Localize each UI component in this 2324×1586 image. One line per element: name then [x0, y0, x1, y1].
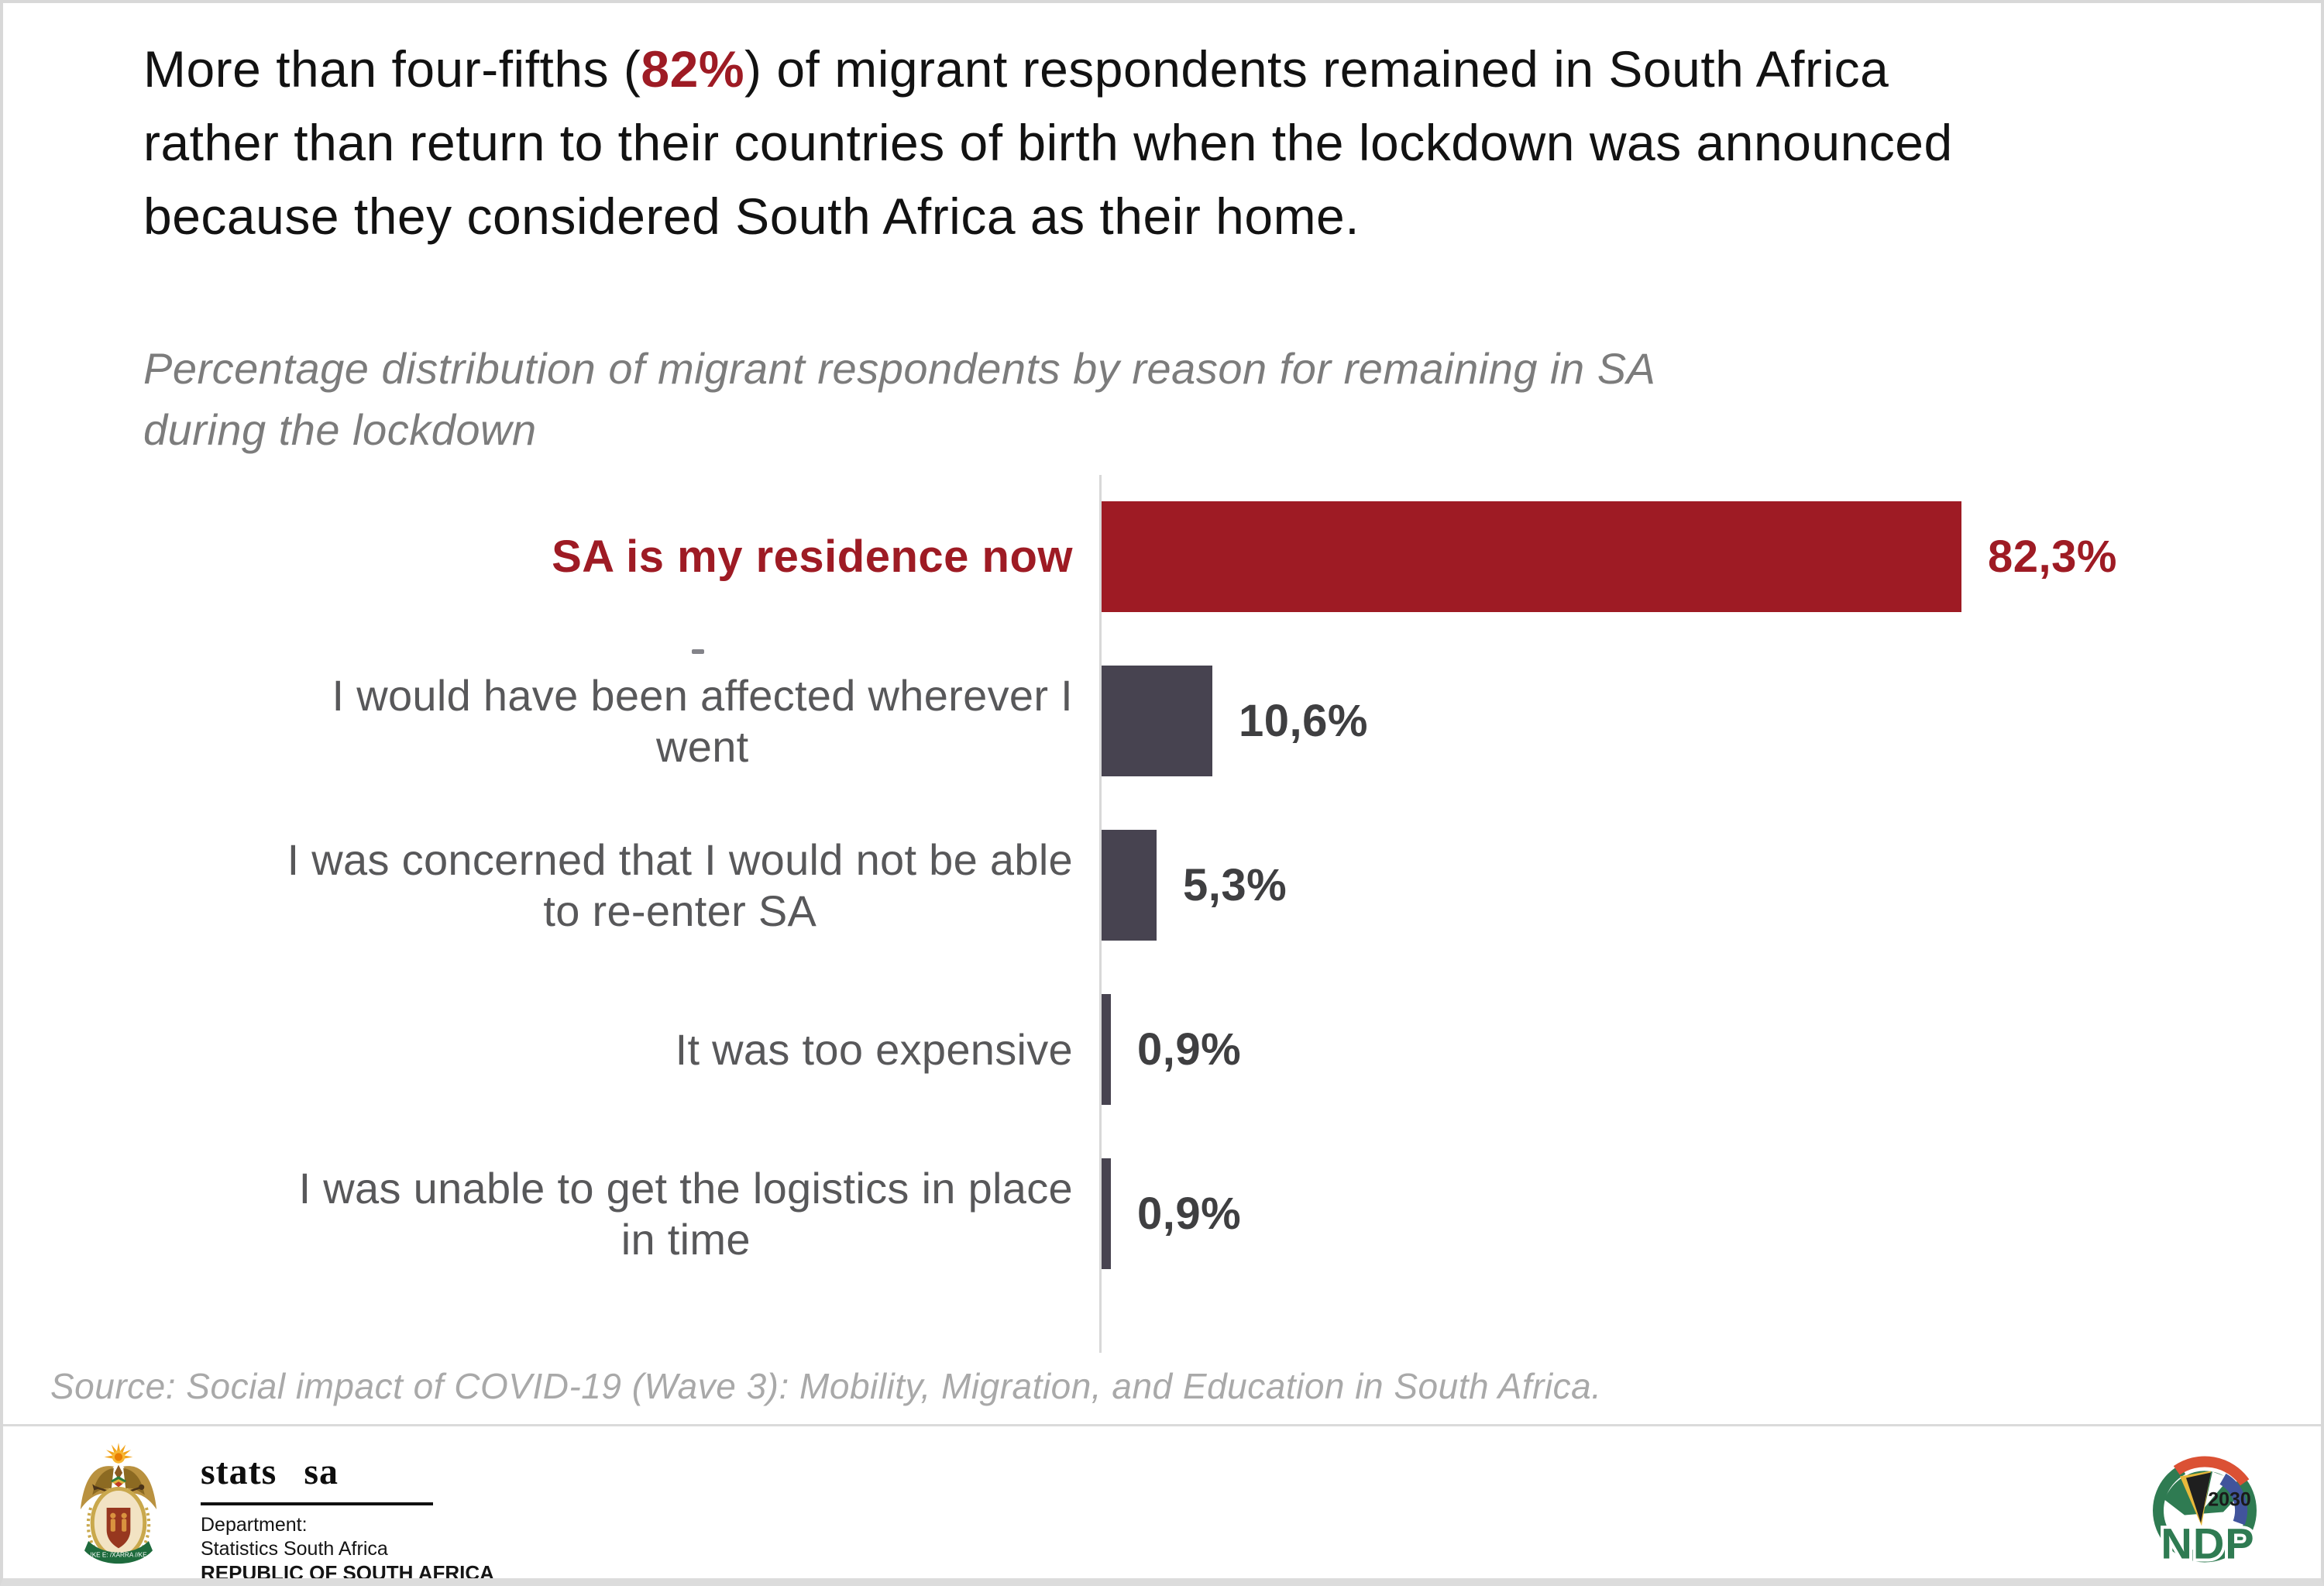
data-label: 10,6% [1239, 696, 1368, 746]
headline-line2: rather than return to their countries of… [143, 114, 1953, 171]
data-label: 5,3% [1183, 860, 1287, 910]
data-label: 0,9% [1137, 1024, 1242, 1075]
category-label: I was concerned that I would not be able… [287, 834, 1073, 937]
chart-row: I was unable to get the logistics in pla… [0, 1158, 2324, 1269]
bar-5 [1102, 1158, 1111, 1269]
statssa-logo: !KE E: /XARRA //KE stats sa Department: … [74, 1440, 494, 1585]
stray-mark [692, 649, 704, 654]
category-label: SA is my residence now [552, 532, 1073, 583]
footer-divider [0, 1424, 2324, 1426]
statssa-rule [201, 1502, 433, 1505]
category-label-line: I would have been affected wherever I [332, 670, 1073, 720]
chart-row: I was concerned that I would not be able… [0, 830, 2324, 941]
statssa-dept-name: Statistics South Africa [201, 1538, 388, 1560]
data-label: 82,3% [1988, 532, 2117, 582]
category-label-line: SA is my residence now [552, 531, 1073, 582]
category-label-cell: It was too expensive [77, 994, 1073, 1105]
bar-2 [1102, 666, 1212, 776]
category-label-line: went [656, 721, 749, 771]
chart-subtitle: Percentage distribution of migrant respo… [143, 338, 2003, 460]
bar-1 [1102, 501, 1961, 612]
category-label-cell: SA is my residence now [77, 501, 1073, 612]
chart-row: It was too expensive 0,9% [0, 994, 2324, 1105]
category-label-cell: I was unable to get the logistics in pla… [77, 1158, 1073, 1269]
category-label-line: I was concerned that I would not be able [287, 834, 1073, 884]
ndp-logo: 2030 NDP [2152, 1447, 2268, 1581]
category-label-line: I was unable to get the logistics in pla… [298, 1163, 1073, 1213]
ndp-acronym: NDP [2161, 1519, 2254, 1568]
category-label-cell: I was concerned that I would not be able… [77, 830, 1073, 941]
category-label-line: to re-enter SA [543, 886, 817, 935]
category-label: It was too expensive [676, 1024, 1073, 1075]
ndp-year: 2030 [2208, 1489, 2251, 1511]
headline: More than four-fifths (82%) of migrant r… [143, 33, 2266, 253]
coat-of-arms-icon: !KE E: /XARRA //KE [80, 1443, 157, 1564]
headline-line3: because they considered South Africa as … [143, 187, 1360, 245]
ndp-2030-icon: 2030 NDP [2153, 1456, 2257, 1571]
source-note: Source: Social impact of COVID-19 (Wave … [50, 1366, 1602, 1406]
statssa-text-block: stats sa Department: Statistics South Af… [201, 1440, 494, 1585]
chart-subtitle-line1: Percentage distribution of migrant respo… [143, 344, 1656, 393]
category-label-line: in time [621, 1214, 751, 1264]
bar-4 [1102, 994, 1111, 1105]
bar-chart: SA is my residence now 82,3% I would have … [0, 475, 2324, 1353]
statssa-republic: REPUBLIC OF SOUTH AFRICA [201, 1561, 494, 1584]
statssa-wordmark: stats sa [201, 1451, 339, 1492]
statssa-dept-label: Department: [201, 1514, 308, 1536]
category-axis-line [1099, 475, 1102, 1353]
chart-subtitle-line2: during the lockdown [143, 405, 537, 454]
data-label: 0,9% [1137, 1189, 1242, 1239]
category-label-line: It was too expensive [675, 1024, 1073, 1074]
coat-of-arms-motto: !KE E: /XARRA //KE [90, 1551, 147, 1558]
headline-text-post: ) of migrant respondents remained in Sou… [744, 40, 1889, 98]
headline-text-pre: More than four-fifths ( [143, 40, 641, 98]
chart-row: SA is my residence now 82,3% [0, 501, 2324, 612]
bar-3 [1102, 830, 1157, 941]
headline-highlight-82pct: 82% [641, 40, 745, 98]
category-label: I was unable to get the logistics in pla… [299, 1163, 1073, 1265]
